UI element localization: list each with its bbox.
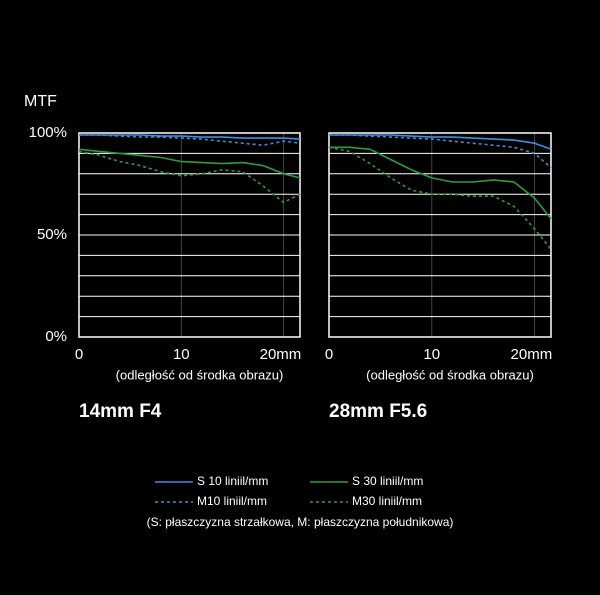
x-tick-label: 10 bbox=[173, 346, 190, 363]
x-tick-label: 20mm bbox=[260, 346, 302, 363]
chart-title: 14mm F4 bbox=[79, 401, 162, 422]
chart-title: 28mm F5.6 bbox=[329, 401, 427, 422]
plot-border bbox=[328, 132, 552, 338]
y-tick-label: 0% bbox=[45, 328, 67, 345]
series-line bbox=[329, 134, 552, 151]
series-line bbox=[329, 134, 552, 169]
legend-label: S 10 liniil/mm bbox=[197, 474, 268, 488]
series-line bbox=[79, 134, 301, 146]
series-line bbox=[79, 134, 301, 140]
y-tick-label: 50% bbox=[37, 226, 67, 243]
x-tick-label: 0 bbox=[325, 346, 333, 363]
series-line bbox=[328, 146, 552, 250]
x-axis-label: (odległość od środka obrazu) bbox=[366, 367, 534, 382]
legend-note: (S: płaszczyzna strzałkowa, M: płaszczyz… bbox=[147, 515, 454, 529]
legend-label: M10 liniil/mm bbox=[197, 494, 267, 508]
series-line bbox=[329, 146, 552, 220]
y-axis-label: MTF bbox=[24, 93, 57, 110]
x-axis-label: (odległość od środka obrazu) bbox=[116, 367, 284, 382]
series-line bbox=[78, 150, 301, 204]
legend-label: M30 liniil/mm bbox=[352, 494, 422, 508]
plot-border bbox=[78, 132, 301, 338]
series-line bbox=[78, 148, 301, 179]
legend-label: S 30 liniil/mm bbox=[352, 474, 423, 488]
x-tick-label: 10 bbox=[423, 346, 440, 363]
y-tick-label: 100% bbox=[29, 124, 67, 141]
x-tick-label: 20mm bbox=[511, 346, 553, 363]
x-tick-label: 0 bbox=[75, 346, 83, 363]
